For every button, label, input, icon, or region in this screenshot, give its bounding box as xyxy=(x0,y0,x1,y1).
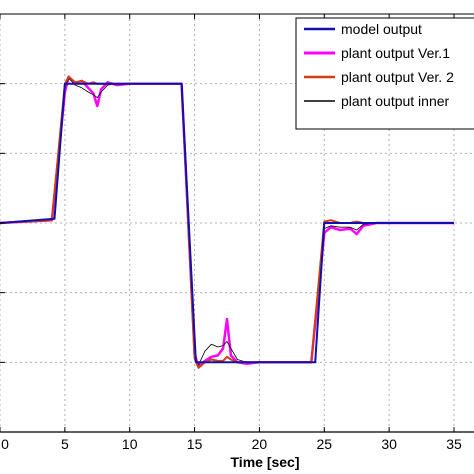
x-tick-label-1: 5 xyxy=(61,436,69,452)
series-line-3 xyxy=(0,77,454,366)
legend-label-1: plant output Ver.1 xyxy=(341,45,450,61)
x-tick-label-4: 20 xyxy=(252,436,268,452)
x-tick-label-6: 30 xyxy=(381,436,397,452)
x-tick-label-5: 25 xyxy=(316,436,332,452)
x-tick-label-7: 35 xyxy=(446,436,462,452)
x-tick-label-0: 0 xyxy=(1,436,9,452)
x-tick-label-3: 15 xyxy=(187,436,203,452)
series-group xyxy=(0,75,454,369)
legend-label-2: plant output Ver. 2 xyxy=(341,69,454,85)
x-tick-labels: 0 5 10 15 20 25 30 35 xyxy=(1,436,462,452)
legend-label-3: plant output inner xyxy=(341,93,450,109)
legend-items: model output plant output Ver.1 plant outp… xyxy=(304,21,454,109)
x-tick-label-2: 10 xyxy=(122,436,138,452)
legend: model output plant output Ver.1 plant outp… xyxy=(295,17,474,130)
legend-label-0: model output xyxy=(341,21,422,37)
series-line-1 xyxy=(0,75,454,368)
x-axis-label: Time [sec] xyxy=(231,454,300,470)
legend-box xyxy=(295,17,474,130)
series-line-0 xyxy=(0,82,454,364)
axes xyxy=(0,13,474,433)
